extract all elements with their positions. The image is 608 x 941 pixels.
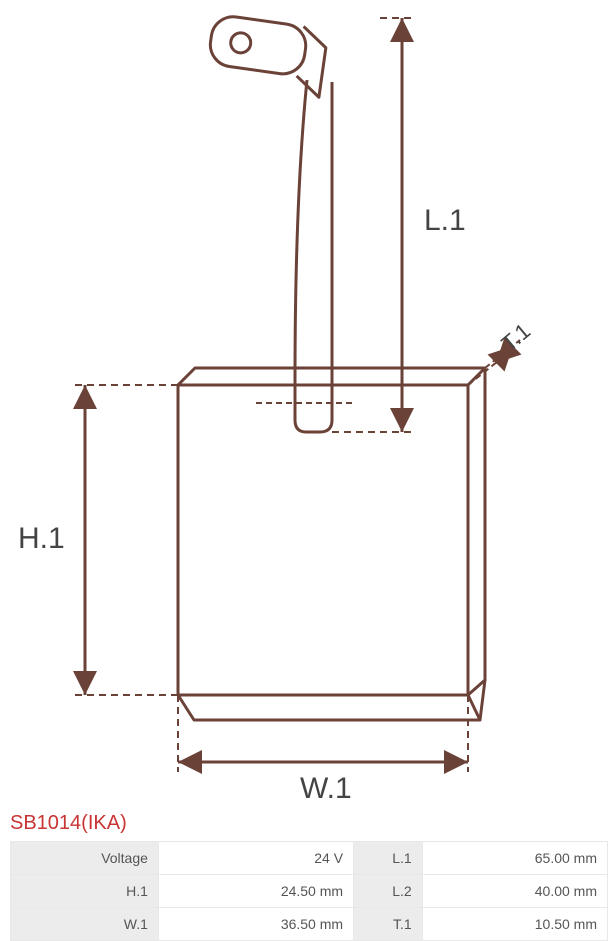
spec-value: 40.00 mm — [423, 875, 607, 907]
dim-label-T1: T.1 — [497, 318, 536, 356]
spec-value: 24 V — [159, 842, 353, 874]
spec-row: H.124.50 mmL.240.00 mm — [11, 875, 607, 907]
diagram-svg: L.1 H.1 W.1 T.1 — [0, 0, 608, 810]
spec-label: Voltage — [11, 842, 158, 874]
spec-table: Voltage24 VL.165.00 mmH.124.50 mmL.240.0… — [10, 841, 608, 941]
spec-label: L.2 — [354, 875, 422, 907]
product-code: SB1014(IKA) — [0, 812, 608, 835]
spec-value: 36.50 mm — [159, 908, 353, 940]
spec-label: H.1 — [11, 875, 158, 907]
dim-label-W1: W.1 — [300, 772, 352, 805]
spec-row: Voltage24 VL.165.00 mm — [11, 842, 607, 874]
spec-label: L.1 — [354, 842, 422, 874]
dim-label-H1: H.1 — [18, 522, 65, 555]
spec-value: 24.50 mm — [159, 875, 353, 907]
spec-value: 65.00 mm — [423, 842, 607, 874]
brush-diagram: L.1 H.1 W.1 T.1 — [0, 0, 608, 810]
spec-label: T.1 — [354, 908, 422, 940]
spec-value: 10.50 mm — [423, 908, 607, 940]
spec-label: W.1 — [11, 908, 158, 940]
spec-row: W.136.50 mmT.110.50 mm — [11, 908, 607, 940]
dim-label-L1: L.1 — [424, 204, 466, 237]
